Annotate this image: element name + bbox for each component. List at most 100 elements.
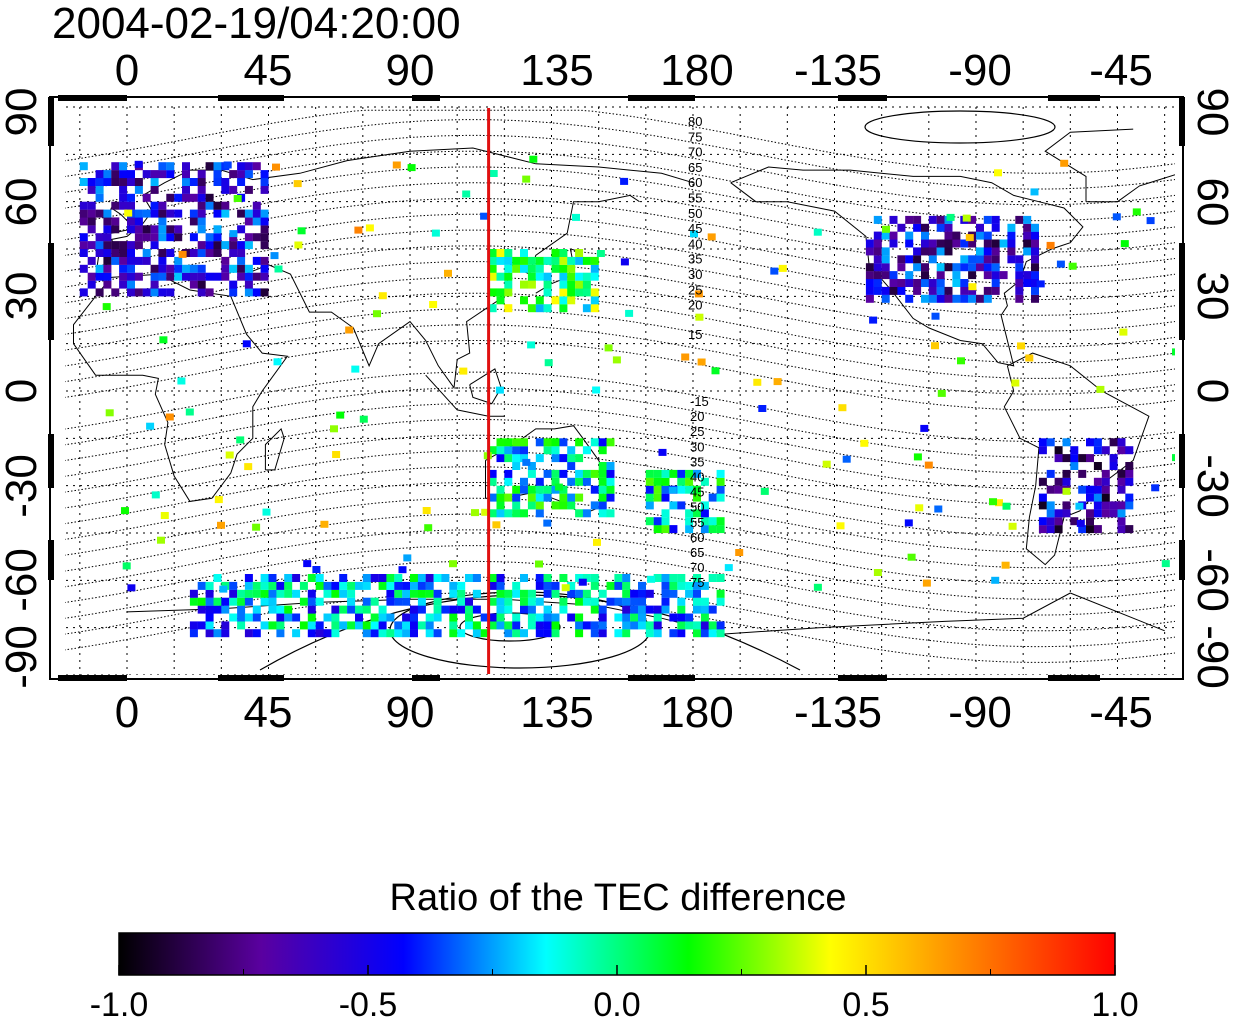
tec-cell — [320, 520, 329, 528]
tec-cell — [496, 454, 505, 463]
tec-cell — [134, 225, 143, 234]
tec-cell — [842, 455, 851, 463]
tec-cell — [567, 501, 576, 510]
tec-cell — [174, 209, 183, 218]
frame-bar-right — [1179, 97, 1185, 146]
tec-cell — [559, 605, 568, 614]
tec-cell — [197, 264, 206, 273]
tec-cell — [630, 605, 639, 614]
tec-cell — [472, 629, 481, 638]
tec-cell — [881, 294, 890, 303]
tec-cell — [221, 272, 230, 281]
tec-cell — [225, 451, 234, 459]
tec-cell — [614, 581, 623, 590]
magnetic-contour — [65, 340, 1175, 411]
tec-cell — [87, 178, 96, 186]
tec-cell — [472, 605, 481, 614]
frame-bar-top — [838, 95, 887, 101]
tec-cell — [753, 378, 762, 386]
tec-cell — [543, 629, 552, 638]
tec-cell — [512, 501, 521, 510]
tec-cell — [355, 621, 363, 630]
tec-cell — [488, 621, 497, 630]
tec-cell — [394, 597, 403, 606]
tec-cell — [433, 597, 442, 606]
tec-cell — [520, 296, 528, 305]
tec-cell — [189, 233, 198, 242]
tec-cell — [1015, 271, 1024, 280]
tec-cell — [197, 288, 206, 297]
tec-cell — [504, 597, 513, 606]
tec-cell — [1046, 485, 1055, 494]
tec-cell — [244, 241, 253, 250]
tec-cell — [134, 256, 143, 265]
tec-cell — [520, 597, 528, 606]
tec-cell — [378, 605, 387, 614]
tec-cell — [944, 294, 953, 303]
tec-cell — [535, 574, 544, 582]
tec-cell — [119, 162, 128, 171]
tec-cell — [700, 477, 709, 486]
tec-cell — [559, 493, 568, 502]
tec-cell — [1093, 477, 1102, 486]
tec-cell — [488, 493, 497, 502]
tec-cell — [520, 264, 528, 273]
tec-cell — [952, 294, 961, 303]
right-lat-tick-label: 0 — [1188, 379, 1237, 403]
tec-cell — [905, 294, 914, 303]
tec-cell — [158, 249, 167, 257]
frame-bar-bottom — [218, 675, 284, 681]
tec-cell — [284, 589, 293, 598]
tec-cell — [554, 483, 563, 491]
tec-cell — [1008, 522, 1017, 530]
tec-cell — [1007, 247, 1016, 256]
tec-cell — [952, 263, 961, 272]
tec-cell — [504, 438, 513, 447]
tec-cell — [937, 389, 946, 397]
tec-cell — [134, 160, 143, 168]
tec-cell — [205, 621, 214, 630]
tec-cell — [838, 404, 847, 412]
tec-cell — [889, 271, 898, 280]
tec-cell — [535, 621, 544, 630]
tec-cell — [928, 286, 937, 295]
tec-cell — [119, 185, 128, 194]
tec-cell — [276, 621, 285, 630]
left-lat-tick-label: 30 — [0, 272, 46, 321]
tec-cell — [622, 581, 631, 590]
tec-cell — [1015, 286, 1024, 295]
tec-cell — [512, 613, 521, 622]
tec-cell — [370, 629, 379, 638]
tec-cell — [182, 162, 190, 171]
tec-cell — [244, 613, 253, 622]
tec-cell — [142, 193, 151, 202]
tec-cell — [928, 247, 937, 256]
tec-cell — [630, 597, 639, 606]
bottom-lon-tick-label: 180 — [660, 688, 733, 737]
tec-cell — [307, 597, 316, 606]
tec-cell — [685, 517, 694, 526]
tec-cell — [575, 280, 584, 289]
tec-cell — [928, 239, 937, 248]
bottom-lon-tick-label: -90 — [948, 688, 1012, 737]
tec-cell — [410, 629, 418, 638]
frame-bar-left — [48, 434, 54, 488]
tec-cell — [1038, 501, 1047, 510]
tec-cell — [543, 446, 552, 455]
tec-cell — [268, 597, 277, 606]
tec-cell — [1086, 493, 1094, 502]
tec-cell — [590, 621, 599, 630]
tec-cell — [158, 209, 167, 218]
tec-cell — [685, 509, 694, 518]
coastlines — [73, 128, 1175, 635]
tec-cell — [527, 589, 536, 598]
tec-cell — [134, 233, 143, 242]
tec-cell — [572, 213, 580, 221]
tec-cell — [921, 239, 929, 248]
tec-cell — [496, 581, 505, 590]
tec-cell — [551, 469, 560, 478]
right-lat-tick-label: 90 — [1188, 88, 1237, 137]
tec-cell — [1030, 188, 1039, 196]
tec-cell — [119, 170, 128, 179]
tec-cell — [983, 294, 992, 303]
